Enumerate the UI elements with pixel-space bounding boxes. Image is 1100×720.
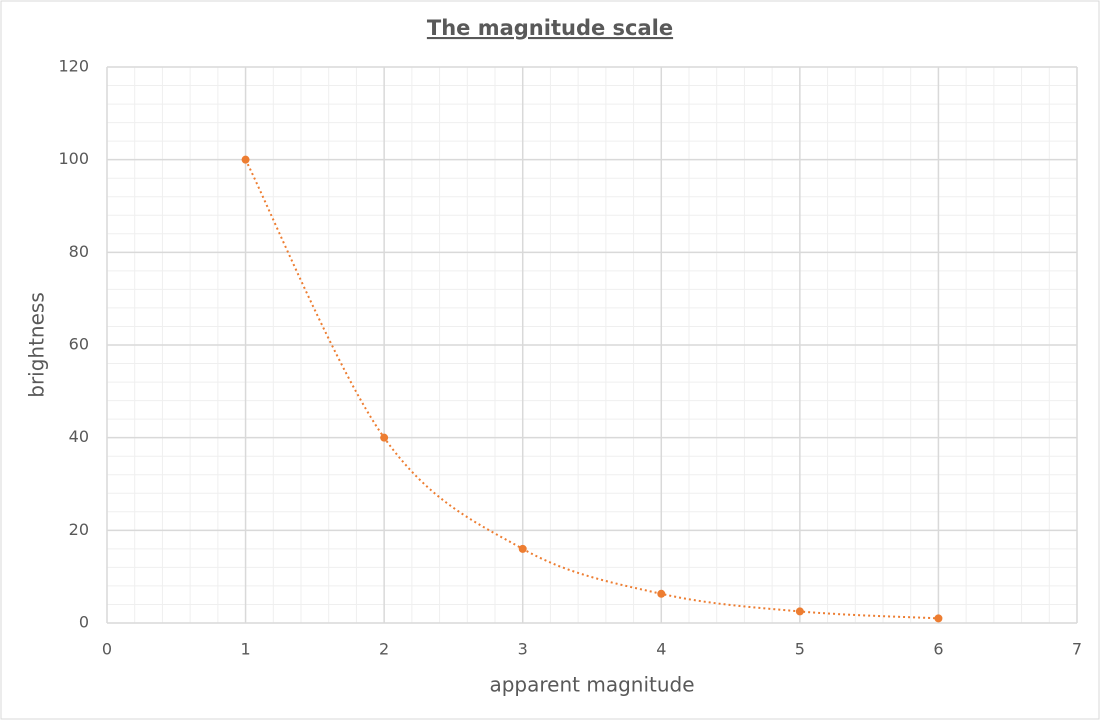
x-axis-label: apparent magnitude bbox=[489, 673, 694, 697]
y-tick-label: 100 bbox=[58, 149, 89, 168]
y-tick-label: 60 bbox=[69, 335, 89, 354]
x-tick-label: 1 bbox=[240, 640, 250, 659]
data-point bbox=[934, 614, 943, 623]
data-point bbox=[657, 589, 666, 598]
x-tick-label: 7 bbox=[1072, 640, 1082, 659]
x-tick-label: 5 bbox=[795, 640, 805, 659]
y-tick-label: 0 bbox=[79, 613, 89, 632]
y-tick-label: 20 bbox=[69, 520, 89, 539]
x-tick-label: 6 bbox=[933, 640, 943, 659]
data-point bbox=[518, 544, 527, 553]
y-axis-label: brightness bbox=[25, 292, 49, 398]
x-tick-label: 3 bbox=[518, 640, 528, 659]
x-tick-label: 4 bbox=[656, 640, 666, 659]
y-tick-label: 40 bbox=[69, 427, 89, 446]
x-tick-label: 0 bbox=[102, 640, 112, 659]
x-tick-label: 2 bbox=[379, 640, 389, 659]
y-tick-label: 80 bbox=[69, 242, 89, 261]
data-point bbox=[795, 607, 804, 616]
y-tick-label: 120 bbox=[58, 57, 89, 76]
data-point bbox=[241, 155, 250, 164]
chart-title: The magnitude scale bbox=[427, 16, 673, 40]
data-point bbox=[380, 433, 389, 442]
